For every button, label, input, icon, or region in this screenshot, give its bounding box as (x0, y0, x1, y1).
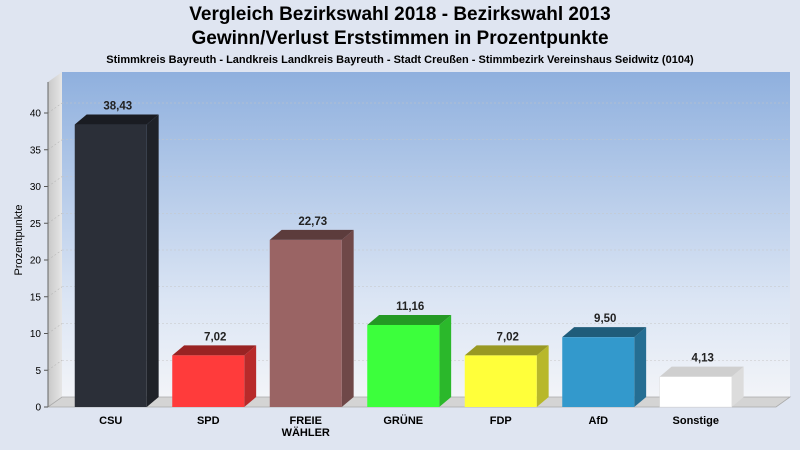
y-tick-label: 0 (35, 403, 41, 414)
gridline-diagonal (47, 249, 63, 261)
y-tick-label: 30 (30, 182, 42, 193)
gridline-diagonal (47, 213, 63, 224)
gridline-diagonal (47, 102, 63, 114)
x-category-label: CSU (99, 415, 122, 427)
bar-top (464, 345, 549, 356)
gridline-diagonal (47, 139, 63, 150)
data-label: 7,02 (497, 331, 519, 343)
bar-fdp (464, 355, 537, 407)
x-category-label: GRÜNE (383, 414, 423, 427)
bar-side (536, 345, 549, 407)
x-category-label: AfD (588, 415, 608, 427)
plot-side-wall (48, 72, 62, 407)
y-tick-label: 20 (30, 256, 42, 267)
bar-sonstige (659, 376, 732, 408)
data-label: 9,50 (594, 313, 616, 325)
bar-grüne (367, 324, 440, 407)
chart-subtitle: Stimmkreis Bayreuth - Landkreis Landkrei… (106, 54, 694, 66)
bar-side (341, 229, 354, 407)
y-tick-label: 35 (30, 145, 42, 156)
bar-side (439, 314, 452, 407)
gridline-diagonal (47, 176, 63, 187)
bar-top (562, 327, 647, 338)
x-category-label: SPD (197, 415, 220, 427)
bar-top (74, 114, 159, 125)
gridline-diagonal (47, 286, 63, 297)
data-label: 7,02 (204, 331, 226, 343)
gridline-diagonal (47, 323, 63, 334)
x-category-label: Sonstige (673, 415, 719, 427)
y-tick-label: 40 (30, 109, 42, 120)
y-tick-label: 15 (30, 292, 42, 303)
bar-top (659, 366, 744, 377)
bar-afd (562, 337, 635, 407)
chart-title-line1: Vergleich Bezirkswahl 2018 - Bezirkswahl… (189, 4, 611, 25)
x-category-label: WÄHLER (282, 426, 330, 439)
chart-title-line2: Gewinn/Verlust Erststimmen in Prozentpun… (191, 28, 609, 49)
data-label: 22,73 (298, 216, 327, 228)
y-axis-label: Prozentpunkte (13, 205, 25, 276)
x-category-label: FREIE (290, 415, 322, 427)
y-tick-label: 25 (30, 219, 42, 230)
bar-freie-wähler (269, 239, 342, 407)
x-category-label: FDP (490, 415, 512, 427)
bar-top (269, 229, 354, 240)
gridline-diagonal (47, 360, 63, 371)
y-tick-label: 5 (35, 366, 41, 377)
bar-spd (172, 355, 245, 407)
bar-top (172, 345, 257, 356)
data-label: 4,13 (692, 353, 714, 365)
bar-csu (74, 124, 147, 408)
bar-top (367, 314, 452, 325)
bar-side (634, 327, 647, 407)
bar-side (731, 366, 744, 407)
bar-side (146, 114, 159, 408)
y-tick-label: 10 (30, 329, 42, 340)
bar-side (244, 345, 257, 407)
data-label: 38,43 (103, 101, 132, 113)
data-label: 11,16 (396, 301, 424, 313)
